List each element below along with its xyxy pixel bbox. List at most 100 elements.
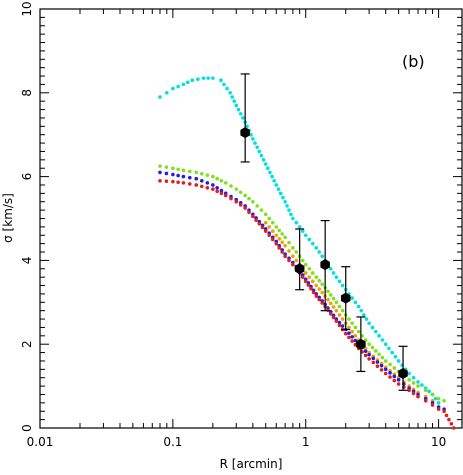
data-point xyxy=(164,165,169,169)
data-point xyxy=(388,362,392,367)
data-point xyxy=(383,342,388,347)
data-point xyxy=(427,389,431,394)
data-point xyxy=(340,308,345,313)
data-point xyxy=(188,169,192,174)
x-tick-label: 0.01 xyxy=(27,435,54,449)
data-point xyxy=(392,378,397,383)
data-point xyxy=(407,378,411,382)
data-point xyxy=(211,76,215,80)
data-point xyxy=(371,356,376,361)
data-point xyxy=(314,294,319,298)
data-point xyxy=(451,426,456,430)
data-point xyxy=(314,283,319,288)
data-point xyxy=(328,312,333,316)
data-point xyxy=(274,183,279,187)
y-tick-label: 10 xyxy=(20,1,34,16)
observed-points xyxy=(240,73,408,391)
observed-point xyxy=(294,228,305,291)
data-point xyxy=(328,293,333,297)
data-point xyxy=(317,287,322,291)
data-point xyxy=(254,218,258,222)
data-point xyxy=(373,349,378,353)
data-point xyxy=(370,345,375,350)
data-point xyxy=(281,195,285,200)
data-point xyxy=(331,271,336,275)
data-point xyxy=(263,162,268,166)
data-point xyxy=(211,187,215,191)
data-point xyxy=(396,382,401,386)
data-point xyxy=(230,95,235,99)
data-point xyxy=(158,95,162,99)
data-point xyxy=(350,321,354,326)
data-point xyxy=(267,233,272,238)
data-point xyxy=(255,145,259,150)
data-point xyxy=(310,241,315,246)
data-point xyxy=(328,266,333,271)
data-point xyxy=(158,178,162,183)
data-point xyxy=(317,278,322,283)
data-point xyxy=(263,220,268,225)
data-point xyxy=(294,220,299,225)
data-point xyxy=(407,371,411,376)
data-point xyxy=(285,204,289,208)
data-point xyxy=(206,76,210,80)
data-point xyxy=(350,296,354,300)
data-point xyxy=(340,324,345,328)
data-point xyxy=(436,407,441,411)
plot-frame xyxy=(39,8,463,429)
data-point xyxy=(223,181,228,185)
data-point xyxy=(238,111,243,116)
data-point xyxy=(283,199,287,204)
y-tick-label: 2 xyxy=(20,340,34,348)
data-point xyxy=(433,396,438,401)
series-4 xyxy=(158,178,456,430)
data-point xyxy=(260,225,265,230)
data-point xyxy=(277,228,282,233)
series-2 xyxy=(263,220,435,403)
data-point xyxy=(367,342,371,347)
data-point xyxy=(274,225,279,229)
data-point xyxy=(201,76,206,80)
data-point xyxy=(337,304,342,309)
data-point xyxy=(326,289,330,294)
data-point xyxy=(363,346,368,351)
data-point xyxy=(194,183,199,187)
tick-labels: 0.01 0.1 1 10 0 2 4 6 8 10 xyxy=(20,1,446,449)
data-point xyxy=(225,86,229,91)
x-tick-label: 0.1 xyxy=(163,435,182,449)
data-point xyxy=(171,86,175,91)
data-point xyxy=(291,262,295,267)
data-point xyxy=(243,193,247,198)
data-point xyxy=(171,172,175,177)
data-point xyxy=(383,359,388,363)
data-point xyxy=(334,319,339,323)
data-point xyxy=(194,170,199,175)
data-point xyxy=(423,388,428,393)
data-point xyxy=(388,375,392,379)
data-point xyxy=(307,266,312,271)
data-point xyxy=(347,335,351,340)
data-point xyxy=(350,335,354,339)
data-point xyxy=(270,174,274,179)
data-point xyxy=(306,283,311,287)
data-point xyxy=(257,149,262,154)
data-point xyxy=(300,229,305,233)
data-point xyxy=(253,141,257,145)
data-point xyxy=(367,357,371,361)
data-point xyxy=(331,296,336,301)
data-point xyxy=(291,254,295,259)
data-point xyxy=(303,233,308,238)
data-point xyxy=(164,179,169,184)
data-point xyxy=(261,158,266,162)
data-point xyxy=(259,153,264,158)
data-point xyxy=(337,279,342,284)
data-point xyxy=(287,208,291,212)
model-series xyxy=(158,76,456,430)
data-point xyxy=(199,184,204,189)
data-point xyxy=(388,371,392,375)
data-point xyxy=(353,334,358,338)
data-point xyxy=(190,78,195,83)
data-point xyxy=(211,183,215,187)
data-point xyxy=(249,132,253,137)
data-point xyxy=(303,262,308,267)
